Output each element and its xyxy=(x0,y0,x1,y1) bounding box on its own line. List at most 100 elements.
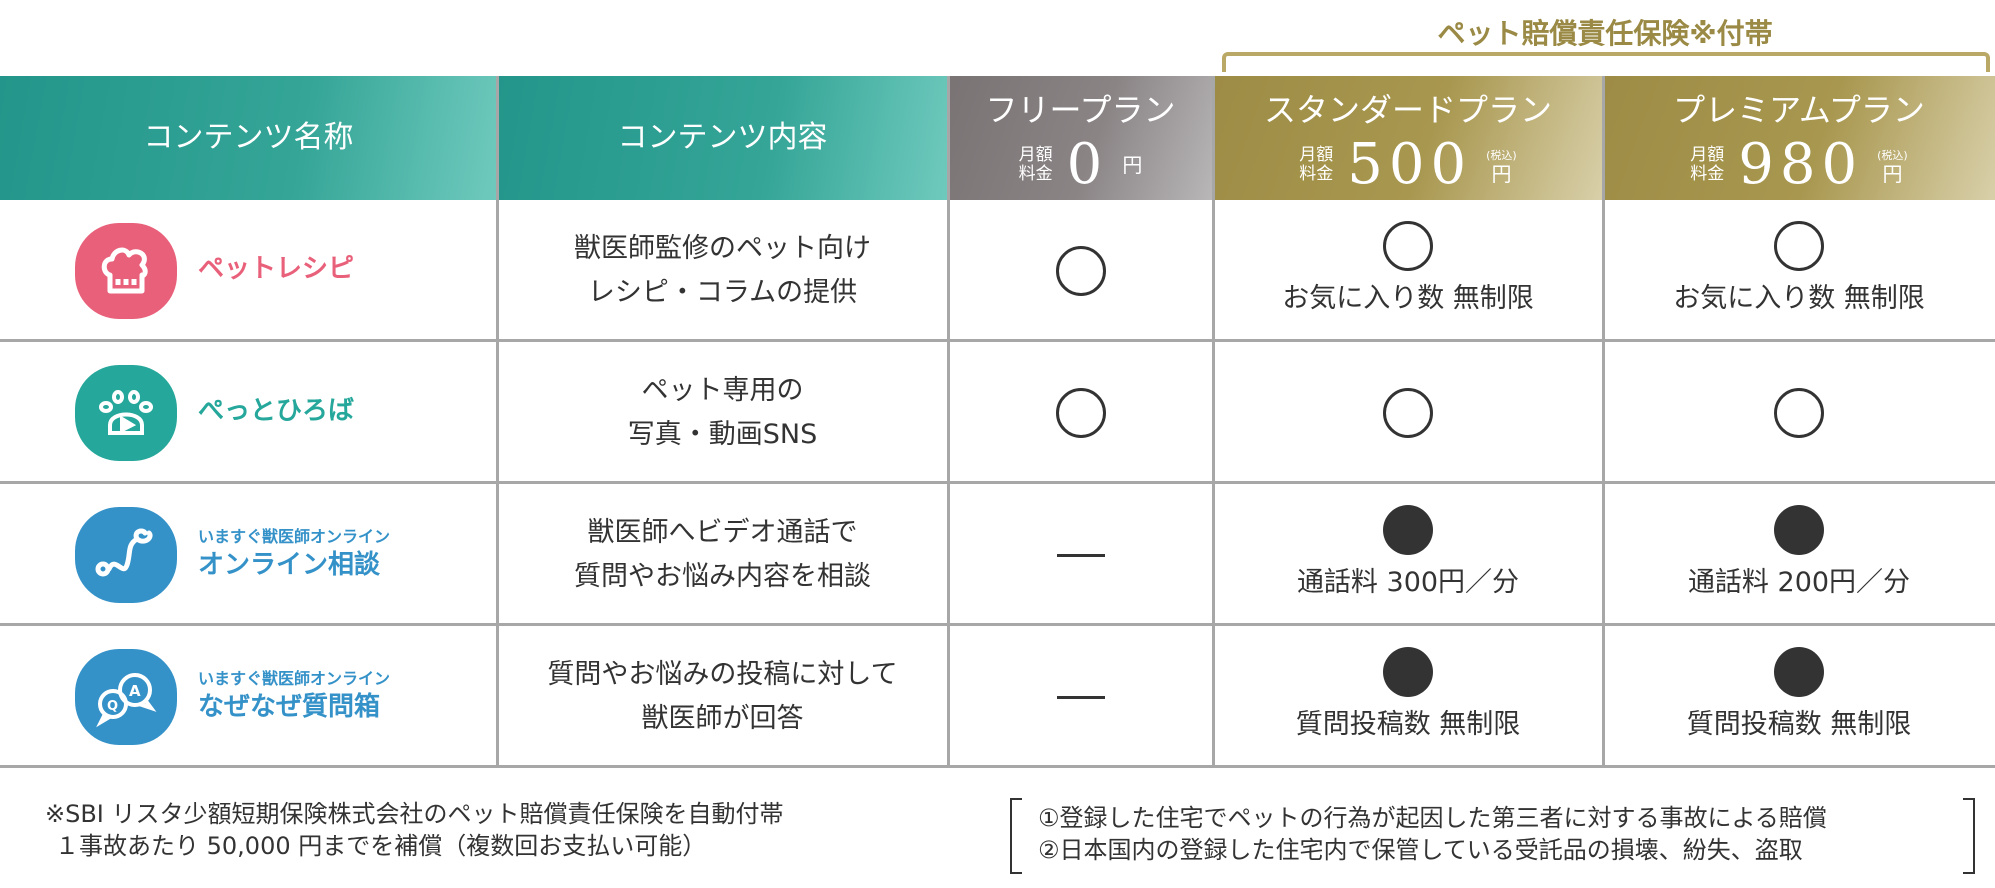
service-title: ぺっとひろば xyxy=(198,396,355,426)
price-unit: (税込) 円 xyxy=(1877,147,1908,186)
divider xyxy=(496,76,499,766)
available-dot-icon xyxy=(1774,505,1824,555)
content-detail: ペット専用の 写真・動画SNS xyxy=(497,342,948,484)
plan-name: フリープラン xyxy=(985,91,1176,129)
available-circle-icon xyxy=(1055,388,1106,438)
detail-line: 質問やお悩みの投稿に対して xyxy=(547,659,898,690)
available-circle-icon xyxy=(1383,388,1433,438)
price-unit: (税込) 円 xyxy=(1486,147,1517,184)
table-row: ぺっとひろば ペット専用の 写真・動画SNS xyxy=(0,342,1995,484)
plan-note: 通話料 300円／分 xyxy=(1296,567,1520,598)
service-sub: いますぐ獣医師オンライン xyxy=(198,669,391,688)
service-title: なぜなぜ質問箱 xyxy=(198,692,381,722)
price-label-line: 月額 xyxy=(1690,145,1725,165)
price-label: 月額 料金 xyxy=(1019,146,1053,184)
header-label: コンテンツ内容 xyxy=(617,120,828,155)
tax-note: (税込) xyxy=(1877,149,1908,162)
premium-cell: 質問投稿数 無制限 xyxy=(1603,626,1995,768)
service-name: いますぐ獣医師オンラインオンライン相談 xyxy=(198,526,390,582)
divider xyxy=(947,76,950,766)
plan-header-std: スタンダードプラン 月額 料金 500 (税込) 円 xyxy=(1213,76,1603,200)
plan-note: お気に入り数 無制限 xyxy=(1673,283,1925,314)
footnote-line: １事故あたり 50,000 円までを補償（複数回お支払い可能） xyxy=(55,832,707,860)
plan-price: 月額 料金 980 (税込) 円 xyxy=(1603,136,1995,194)
content-detail: 質問やお悩みの投稿に対して 獣医師が回答 xyxy=(497,626,948,768)
standard-cell: お気に入り数 無制限 xyxy=(1213,200,1603,342)
paw-play-icon xyxy=(75,365,177,461)
insurance-banner: ペット賠償責任保険※付帯 xyxy=(1437,17,1773,50)
table-row: いますぐ獣医師オンラインオンライン相談 獣医師へビデオ通話で 質問やお悩み内容を相… xyxy=(0,484,1995,626)
divider xyxy=(0,481,1995,484)
price-label-line: 月額 xyxy=(1018,145,1053,165)
premium-cell: 通話料 200円／分 xyxy=(1603,484,1995,626)
plan-note: 質問投稿数 無制限 xyxy=(1295,709,1521,740)
price-amount: 500 xyxy=(1347,132,1473,197)
svg-text:Q: Q xyxy=(107,699,118,714)
detail-line: レシピ・コラムの提供 xyxy=(587,277,858,308)
service-name: いますぐ獣医師オンラインなぜなぜ質問箱 xyxy=(198,668,390,724)
service-title: ペットレシピ xyxy=(198,254,355,284)
plan-note: お気に入り数 無制限 xyxy=(1282,283,1534,314)
divider xyxy=(0,623,1995,626)
svg-text:A: A xyxy=(129,682,141,700)
service-sub: いますぐ獣医師オンライン xyxy=(198,527,391,546)
footnote-insurance: ※SBI リスタ少額短期保険株式会社のペット賠償責任保険を自動付帯 １事故あたり… xyxy=(45,798,784,862)
plan-note: 通話料 200円／分 xyxy=(1687,567,1911,598)
stethoscope-icon xyxy=(75,507,177,603)
detail-line: 質問やお悩み内容を相談 xyxy=(574,561,871,592)
plan-header-prem: プレミアムプラン 月額 料金 980 (税込) 円 xyxy=(1603,76,1995,200)
price-unit: 円 xyxy=(1122,153,1143,177)
plan-price: 月額 料金 0 円 xyxy=(948,136,1213,194)
yen: 円 xyxy=(1122,153,1143,177)
price-label: 月額 料金 xyxy=(1299,146,1333,184)
available-circle-icon xyxy=(1055,246,1106,296)
plan-note: 質問投稿数 無制限 xyxy=(1686,709,1912,740)
available-circle-icon xyxy=(1774,221,1824,271)
standard-cell: 質問投稿数 無制限 xyxy=(1213,626,1603,768)
plan-price: 月額 料金 500 (税込) 円 xyxy=(1213,136,1603,194)
premium-cell: お気に入り数 無制限 xyxy=(1603,200,1995,342)
plan-name: スタンダードプラン xyxy=(1263,91,1552,129)
footnote-line: ※SBI リスタ少額短期保険株式会社のペット賠償責任保険を自動付帯 xyxy=(45,800,784,828)
chef-hat-icon xyxy=(75,223,177,319)
available-dot-icon xyxy=(1383,505,1433,555)
plan-name: プレミアムプラン xyxy=(1673,91,1925,129)
detail-line: 獣医師監修のペット向け xyxy=(574,233,871,264)
available-circle-icon xyxy=(1383,221,1433,271)
table-row: ペットレシピ 獣医師監修のペット向け レシピ・コラムの提供 お気に入り数 無制限 … xyxy=(0,200,1995,342)
not-available-dash-icon xyxy=(1056,553,1105,557)
price-amount: 980 xyxy=(1738,132,1864,197)
service-title: オンライン相談 xyxy=(198,550,381,580)
premium-cell xyxy=(1603,342,1995,484)
content-detail: 獣医師監修のペット向け レシピ・コラムの提供 xyxy=(497,200,948,342)
available-circle-icon xyxy=(1774,388,1824,438)
price-label-line: 月額 xyxy=(1299,145,1334,165)
service-name: ペットレシピ xyxy=(198,252,354,286)
divider xyxy=(0,339,1995,342)
not-available-dash-icon xyxy=(1056,695,1105,699)
footnote-coverage: ①登録した住宅でペットの行為が起因した第三者に対する事故による賠償 ②日本国内の… xyxy=(1010,798,1975,874)
divider xyxy=(0,765,1995,768)
price-label: 月額 料金 xyxy=(1690,146,1724,184)
tax-note: (税込) xyxy=(1486,149,1517,162)
price-label-line: 料金 xyxy=(1299,164,1334,184)
price-label-line: 料金 xyxy=(1018,164,1053,184)
header-content-detail: コンテンツ内容 xyxy=(497,76,948,200)
free-cell xyxy=(948,626,1213,768)
standard-cell xyxy=(1213,342,1603,484)
available-dot-icon xyxy=(1383,647,1433,697)
insurance-bracket xyxy=(1222,52,1990,72)
detail-line: 獣医師が回答 xyxy=(641,703,804,734)
detail-line: 写真・動画SNS xyxy=(627,419,818,450)
service-name: ぺっとひろば xyxy=(198,394,354,428)
content-detail: 獣医師へビデオ通話で 質問やお悩み内容を相談 xyxy=(497,484,948,626)
header-label: コンテンツ名称 xyxy=(143,120,354,155)
divider xyxy=(1212,76,1215,766)
yen: 円 xyxy=(1882,162,1903,186)
free-cell xyxy=(948,484,1213,626)
footnote-line: ②日本国内の登録した住宅内で保管している受託品の損壊、紛失、盗取 xyxy=(1038,836,1803,864)
free-cell xyxy=(948,200,1213,342)
plan-header-free: フリープラン 月額 料金 0 円 xyxy=(948,76,1213,200)
